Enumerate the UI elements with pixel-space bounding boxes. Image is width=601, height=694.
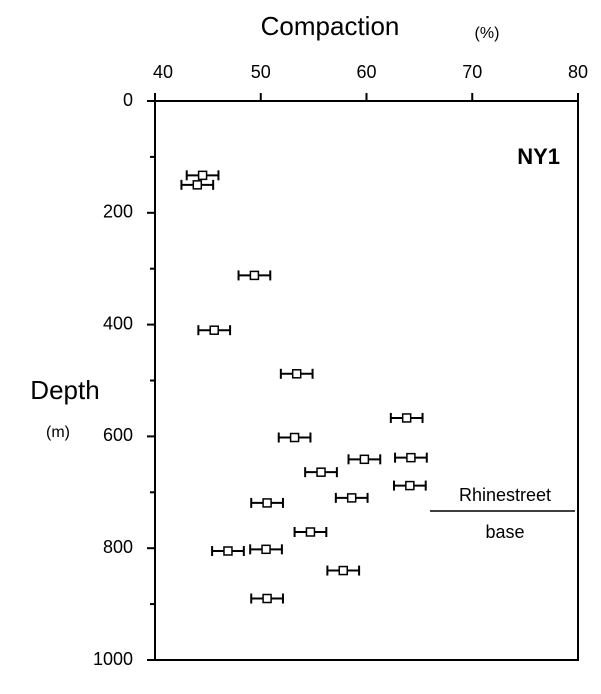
point: [209, 325, 219, 335]
point: [192, 180, 203, 190]
point: [338, 565, 348, 576]
point: [305, 527, 316, 537]
x-tick-label: 70: [462, 62, 482, 82]
point: [289, 432, 300, 443]
y-tick-label: 800: [103, 537, 133, 557]
annotation: Rhinestreet: [459, 485, 551, 505]
point: [223, 546, 233, 556]
point: [401, 413, 412, 423]
y-tick-label: 600: [103, 425, 133, 445]
y-tick-label: 400: [103, 313, 133, 333]
point: [249, 270, 260, 281]
y-axis-label: Depth: [30, 375, 99, 405]
y-axis-unit: (m): [46, 424, 70, 441]
point: [261, 544, 271, 555]
point: [262, 593, 272, 604]
x-tick-label: 80: [568, 62, 588, 82]
x-tick-label: 50: [251, 62, 271, 82]
annotation: base: [485, 522, 524, 542]
point: [197, 170, 208, 181]
y-tick-label: 1000: [93, 649, 133, 669]
point: [405, 480, 415, 491]
x-tick-label: 40: [153, 62, 173, 82]
panel-label: NY1: [517, 144, 560, 169]
plot-frame: [154, 100, 579, 661]
x-axis-unit: (%): [475, 25, 500, 42]
x-axis-label: Compaction: [261, 11, 400, 41]
y-tick-label: 200: [103, 202, 133, 222]
point: [359, 454, 370, 465]
point: [262, 498, 272, 508]
y-tick-label: 0: [123, 90, 133, 110]
point: [291, 369, 302, 379]
x-tick-label: 60: [356, 62, 376, 82]
point: [316, 467, 326, 477]
point: [346, 493, 357, 503]
point: [406, 452, 416, 463]
